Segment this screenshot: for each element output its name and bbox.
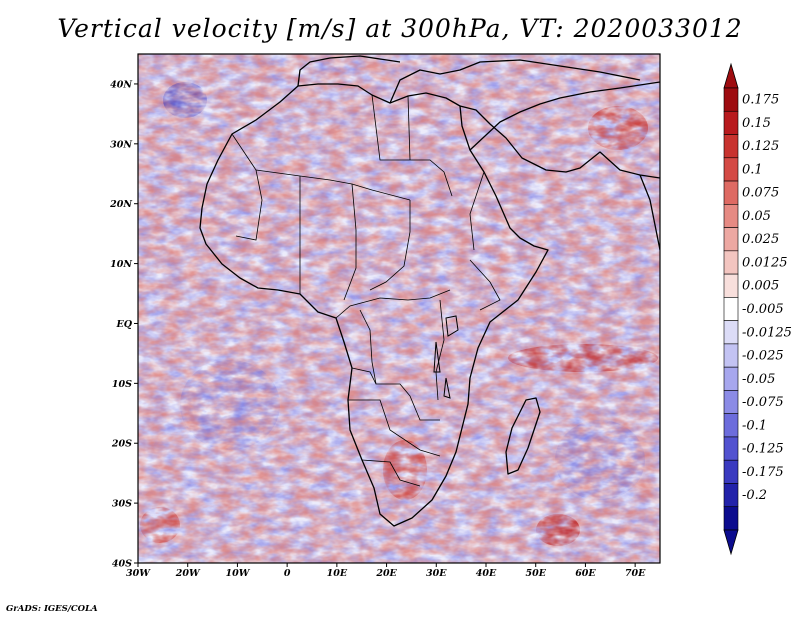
chart-title: Vertical velocity [m/s] at 300hPa, VT: 2… <box>57 14 743 43</box>
colorbar-label: 0.1 <box>742 162 763 177</box>
x-tick-label: 40E <box>476 568 497 579</box>
y-tick-label: EQ <box>115 319 132 330</box>
colorbar-label: 0.125 <box>742 139 779 154</box>
x-tick-label: 70E <box>625 568 646 579</box>
colorbar-label: -0.025 <box>742 349 784 364</box>
colorbar-segment <box>723 343 739 368</box>
colorbar-segment <box>723 87 739 112</box>
coastlines <box>199 55 660 527</box>
colorbar-segment <box>723 134 739 159</box>
colorbar-segment <box>723 366 739 391</box>
colorbar-label: 0.175 <box>742 93 779 108</box>
y-tick-label: 30N <box>110 139 132 150</box>
colorbar-segment <box>723 273 739 298</box>
lakes <box>433 315 459 399</box>
colorbar-label: -0.075 <box>742 395 784 410</box>
y-tick-label: 30S <box>112 499 132 510</box>
plot-frame <box>137 53 661 564</box>
colorbar-label: -0.175 <box>742 465 784 480</box>
colorbar-segment <box>723 413 739 438</box>
colorbar-label: 0.05 <box>742 209 771 224</box>
x-axis-ticks: 30W 20W 10W 0 10E 20E 30E 40E 50E 60E 70E <box>126 563 646 579</box>
colorbar-segment <box>723 157 739 182</box>
y-tick-label: 10N <box>110 259 132 270</box>
colorbar-segment <box>723 297 739 321</box>
colorbar-segment <box>723 110 739 135</box>
x-tick-label: 20E <box>375 568 397 579</box>
x-tick-label: 30W <box>126 568 151 579</box>
x-tick-label: 10W <box>225 568 250 579</box>
colorbar-label: -0.05 <box>742 372 775 387</box>
colorbar-bottom-arrow <box>723 529 739 556</box>
colorbar-label: -0.1 <box>742 418 767 433</box>
colorbar-segment <box>723 436 739 461</box>
y-tick-label: 40N <box>110 79 132 90</box>
y-tick-label: 20S <box>111 439 132 450</box>
x-tick-label: 20W <box>175 568 201 579</box>
colorbar-label: 0.075 <box>742 186 779 201</box>
colorbar-label: -0.125 <box>742 442 784 457</box>
y-tick-label: 40S <box>112 559 132 570</box>
colorbar-segment <box>723 320 739 345</box>
colorbar-label: 0.005 <box>742 279 779 294</box>
colorbar-segment <box>723 227 739 252</box>
colorbar: 0.175 0.15 0.125 0.1 0.075 0.05 0.025 0.0125 0.0… <box>723 62 792 556</box>
grads-credit: GrADS: IGES/COLA <box>6 604 98 614</box>
colorbar-segment <box>723 180 739 205</box>
colorbar-segment <box>723 250 739 275</box>
colorbar-top-arrow <box>723 62 739 89</box>
y-tick-label: 20N <box>109 199 132 210</box>
colorbar-segment <box>723 483 739 508</box>
colorbar-segment <box>723 204 739 228</box>
colorbar-segment <box>723 506 739 531</box>
colorbar-label: 0.0125 <box>742 255 788 270</box>
colorbar-label: -0.0125 <box>742 325 792 340</box>
y-tick-label: 10S <box>112 379 132 390</box>
x-tick-label: 10E <box>327 568 348 579</box>
x-tick-label: 60E <box>575 568 596 579</box>
vertical-velocity-field <box>138 54 660 563</box>
colorbar-segment <box>723 390 739 414</box>
country-borders <box>231 94 501 487</box>
colorbar-label: 0.025 <box>742 232 779 247</box>
y-axis-ticks: 40N 30N 20N 10N EQ 10S 20S 30S 40S <box>109 79 138 570</box>
x-tick-label: 50E <box>525 568 546 579</box>
colorbar-segment <box>723 459 739 484</box>
colorbar-label: -0.2 <box>742 488 767 503</box>
colorbar-label: -0.005 <box>742 302 784 317</box>
x-tick-label: 30E <box>426 568 447 579</box>
x-tick-label: 0 <box>284 568 291 579</box>
colorbar-label: 0.15 <box>742 116 771 131</box>
